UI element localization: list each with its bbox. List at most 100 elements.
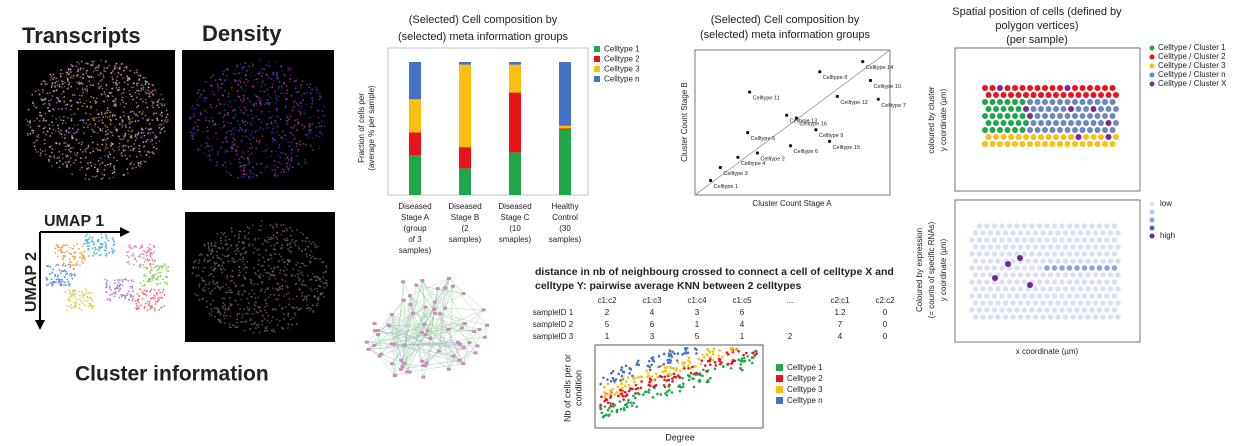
image-dot (236, 120, 239, 122)
table-cell: 5 (695, 332, 700, 341)
scatter-dot (742, 356, 746, 360)
image-dot (292, 268, 295, 271)
cell-dot (1085, 244, 1091, 250)
image-dot (136, 71, 138, 74)
umap-dot (84, 235, 87, 238)
image-dot (57, 124, 59, 127)
image-dot (114, 100, 117, 103)
umap-dot (150, 306, 153, 309)
image-dot (121, 155, 123, 157)
image-dot (259, 102, 261, 105)
image-dot (287, 315, 290, 318)
image-dot (138, 93, 141, 96)
point (868, 78, 873, 83)
cell-dot (991, 251, 998, 257)
image-dot (112, 172, 114, 175)
image-dot (317, 116, 320, 119)
image-dot (256, 311, 259, 314)
image-dot (98, 85, 100, 88)
image-dot (301, 123, 304, 126)
cell-dot (985, 134, 992, 140)
y-axis-label: coloured by cluster (927, 86, 936, 153)
image-dot (303, 295, 306, 298)
image-dot (33, 119, 36, 122)
umap-dot (54, 247, 57, 250)
edge (374, 313, 413, 346)
umap-dot (125, 251, 128, 254)
cell-dot (1100, 244, 1106, 250)
image-dot (299, 113, 302, 116)
image-dot (31, 129, 33, 132)
scatter-dot (603, 405, 607, 408)
image-dot (79, 68, 82, 71)
image-dot (255, 310, 258, 313)
point (755, 151, 760, 155)
scatter-dot (623, 390, 627, 394)
image-dot (189, 118, 191, 120)
node (402, 361, 407, 365)
image-dot (251, 129, 254, 132)
cell-dot (1029, 265, 1035, 271)
image-dot (315, 86, 318, 89)
image-dot (265, 298, 267, 301)
image-dot (195, 275, 198, 277)
image-dot (222, 285, 224, 288)
image-dot (238, 312, 241, 315)
umap-dot (117, 281, 120, 284)
image-dot (52, 89, 55, 92)
image-dot (264, 83, 267, 86)
image-dot (51, 148, 54, 150)
image-dot (297, 90, 300, 93)
image-dot (58, 83, 61, 86)
image-dot (144, 90, 147, 93)
image-dot (137, 104, 140, 107)
cell-dot (1030, 92, 1037, 98)
node (447, 276, 452, 280)
image-dot (243, 98, 245, 101)
image-dot (217, 246, 219, 249)
image-dot (265, 271, 267, 274)
image-dot (221, 70, 224, 73)
image-dot (273, 125, 275, 128)
image-dot (153, 112, 156, 114)
scatter-dot (681, 353, 684, 356)
legend-dot (1149, 217, 1155, 223)
cell-dot (1083, 134, 1089, 140)
image-dot (71, 65, 74, 68)
image-dot (197, 274, 200, 277)
image-dot (92, 62, 95, 65)
image-dot (234, 285, 237, 288)
cell-dot (1055, 258, 1061, 264)
scatter-dot (647, 359, 651, 363)
umap-dot (108, 298, 111, 300)
image-dot (32, 129, 35, 132)
cell-dot (997, 99, 1003, 105)
image-dot (93, 166, 96, 169)
cell-dot (1040, 244, 1046, 250)
edge (402, 281, 431, 339)
image-dot (126, 140, 129, 143)
image-dot (286, 165, 288, 168)
node (375, 333, 380, 337)
image-dot (244, 237, 246, 240)
umap-dot (147, 304, 150, 307)
image-dot (234, 73, 237, 75)
image-dot (229, 82, 232, 85)
image-dot (65, 107, 67, 110)
cell-dot (1014, 279, 1020, 285)
image-dot (259, 306, 261, 309)
scatter-dot (614, 378, 618, 381)
image-dot (270, 273, 272, 276)
image-dot (212, 299, 215, 302)
image-dot (95, 101, 98, 103)
umap-dot (137, 307, 140, 310)
cell-dot (1051, 279, 1058, 285)
umap-dot (160, 267, 163, 270)
image-dot (61, 122, 64, 125)
image-dot (104, 154, 107, 157)
image-dot (273, 71, 276, 74)
image-dot (149, 95, 152, 98)
image-dot (283, 317, 286, 320)
image-dot (196, 99, 199, 102)
image-dot (162, 122, 165, 125)
